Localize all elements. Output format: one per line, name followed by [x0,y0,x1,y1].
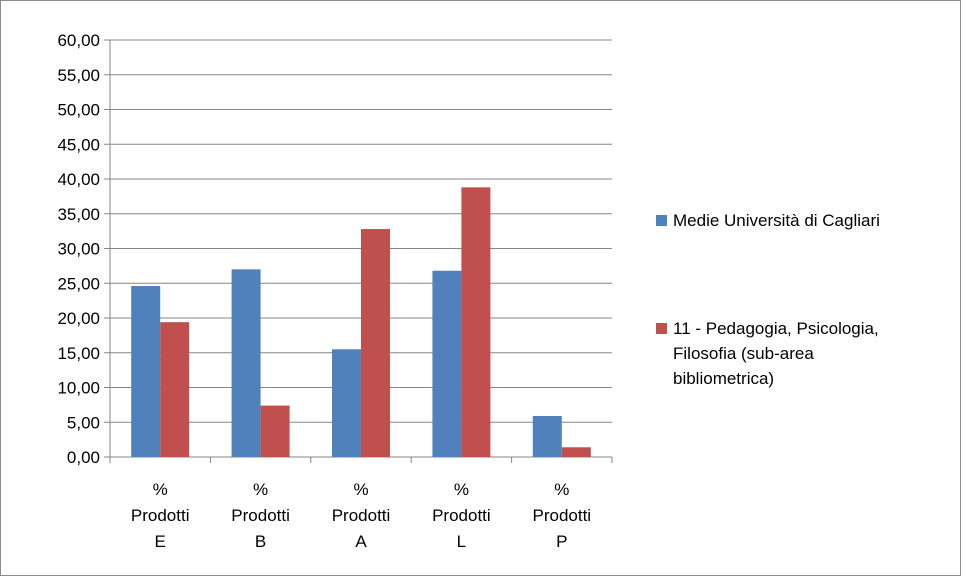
bar [432,270,462,457]
legend: Medie Università di Cagliari 11 - Pedagog… [656,211,880,388]
legend-label: bibliometrica) [673,369,774,388]
bar [231,269,261,457]
legend-swatch [656,323,667,334]
y-tick-label: 50,00 [57,101,100,120]
x-tick-label: % [454,480,469,499]
x-tick-label: Prodotti [332,506,391,525]
legend-label: Filosofia (sub-area [673,344,814,363]
y-tick-label: 40,00 [57,170,100,189]
x-tick-label: B [255,532,266,551]
y-tick-label: 25,00 [57,274,100,293]
bar [561,447,591,457]
bar [532,415,562,457]
y-tick-label: 5,00 [67,413,100,432]
bar [332,349,361,457]
y-tick-label: 0,00 [67,448,100,467]
x-tick-labels: % Prodotti E% Prodotti B% Prodotti A% Prodotti L… [131,480,591,551]
x-tick-label: % [153,480,168,499]
y-tick-label: 15,00 [57,344,100,363]
y-tick-label: 35,00 [57,205,100,224]
gridlines [110,39,612,423]
y-tick-label: 60,00 [57,31,100,50]
bar [361,229,390,457]
x-tick-label: A [355,532,367,551]
x-tick-label: Prodotti [533,506,592,525]
x-tick-label: % [554,480,569,499]
bars [131,187,591,457]
x-tick-label: Prodotti [231,506,290,525]
legend-label: 11 - Pedagogia, Psicologia, [673,319,879,338]
x-tick-label: E [155,532,166,551]
legend-label: Medie Università di Cagliari [673,211,880,230]
x-tick-label: Prodotti [131,506,190,525]
y-tick-label: 30,00 [57,240,100,259]
x-tick-label: % [353,480,368,499]
x-tick-label: Prodotti [432,506,491,525]
bar [461,187,491,457]
bar [260,405,290,457]
y-tick-label: 55,00 [57,66,100,85]
y-tick-label: 20,00 [57,309,100,328]
x-tick-label: P [556,532,567,551]
bar [131,286,161,457]
y-tick-labels: 0,00 5,00 10,00 15,00 20,00 25,00 30,00 35,00 40… [57,31,100,467]
bar [160,322,190,457]
y-tick-label: 10,00 [57,379,100,398]
y-tick-label: 45,00 [57,135,100,154]
x-tick-label: L [457,532,466,551]
legend-swatch [656,215,667,226]
x-tick-label: % [253,480,268,499]
